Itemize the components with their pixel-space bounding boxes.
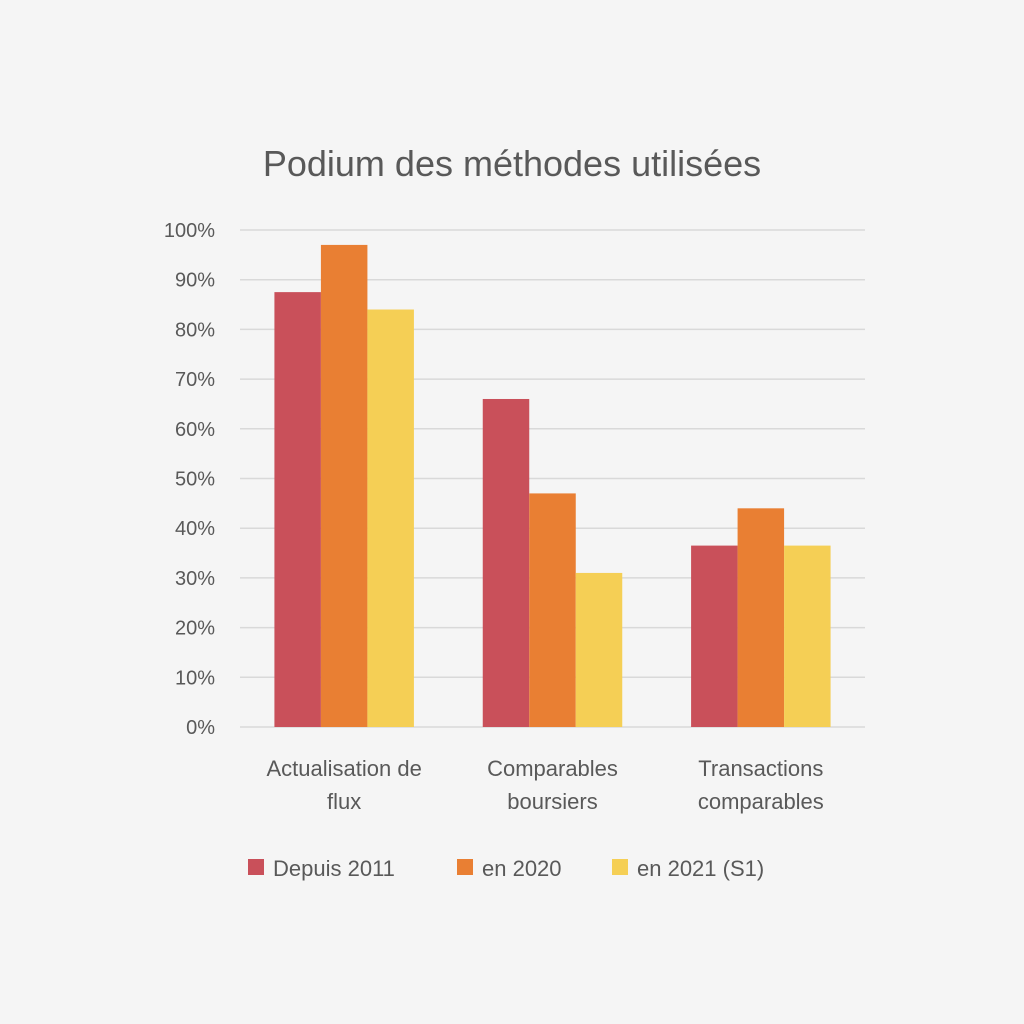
y-tick-label: 60% bbox=[175, 419, 215, 441]
legend-swatch bbox=[248, 859, 264, 875]
bar bbox=[691, 545, 738, 727]
bar bbox=[784, 545, 831, 727]
x-category-label: Comparables bbox=[487, 756, 618, 781]
bars bbox=[274, 244, 831, 727]
bar bbox=[320, 244, 368, 727]
y-tick-label: 0% bbox=[186, 717, 215, 739]
y-tick-label: 10% bbox=[175, 667, 215, 689]
bar bbox=[367, 309, 414, 727]
y-axis-ticks: 0% 10% 20% 30% 40% 50% 60% 70% 80% 90% 100% bbox=[164, 220, 215, 739]
x-category-label: flux bbox=[327, 789, 361, 814]
legend-label: en 2021 (S1) bbox=[637, 856, 764, 881]
y-tick-label: 30% bbox=[175, 568, 215, 590]
x-axis-categories: Actualisation de flux Comparables boursiers… bbox=[267, 756, 824, 814]
legend-swatch bbox=[457, 859, 473, 875]
y-tick-label: 90% bbox=[175, 270, 215, 292]
legend-label: Depuis 2011 bbox=[273, 856, 395, 881]
x-category-label: Transactions bbox=[698, 756, 823, 781]
x-category-label: comparables bbox=[698, 789, 824, 814]
bar bbox=[529, 493, 576, 727]
bar bbox=[482, 398, 530, 727]
y-tick-label: 20% bbox=[175, 618, 215, 640]
bar bbox=[737, 508, 785, 727]
chart-title: Podium des méthodes utilisées bbox=[263, 143, 761, 184]
legend-label: en 2020 bbox=[482, 856, 562, 881]
y-tick-label: 50% bbox=[175, 469, 215, 491]
legend-swatch bbox=[612, 859, 628, 875]
y-tick-label: 100% bbox=[164, 220, 215, 242]
bar bbox=[575, 572, 623, 727]
y-tick-label: 80% bbox=[175, 319, 215, 341]
x-category-label: Actualisation de bbox=[267, 756, 422, 781]
y-tick-label: 70% bbox=[175, 369, 215, 391]
legend: Depuis 2011 en 2020 en 2021 (S1) bbox=[248, 856, 764, 881]
x-category-label: boursiers bbox=[507, 789, 597, 814]
bar bbox=[274, 292, 321, 727]
y-tick-label: 40% bbox=[175, 518, 215, 540]
